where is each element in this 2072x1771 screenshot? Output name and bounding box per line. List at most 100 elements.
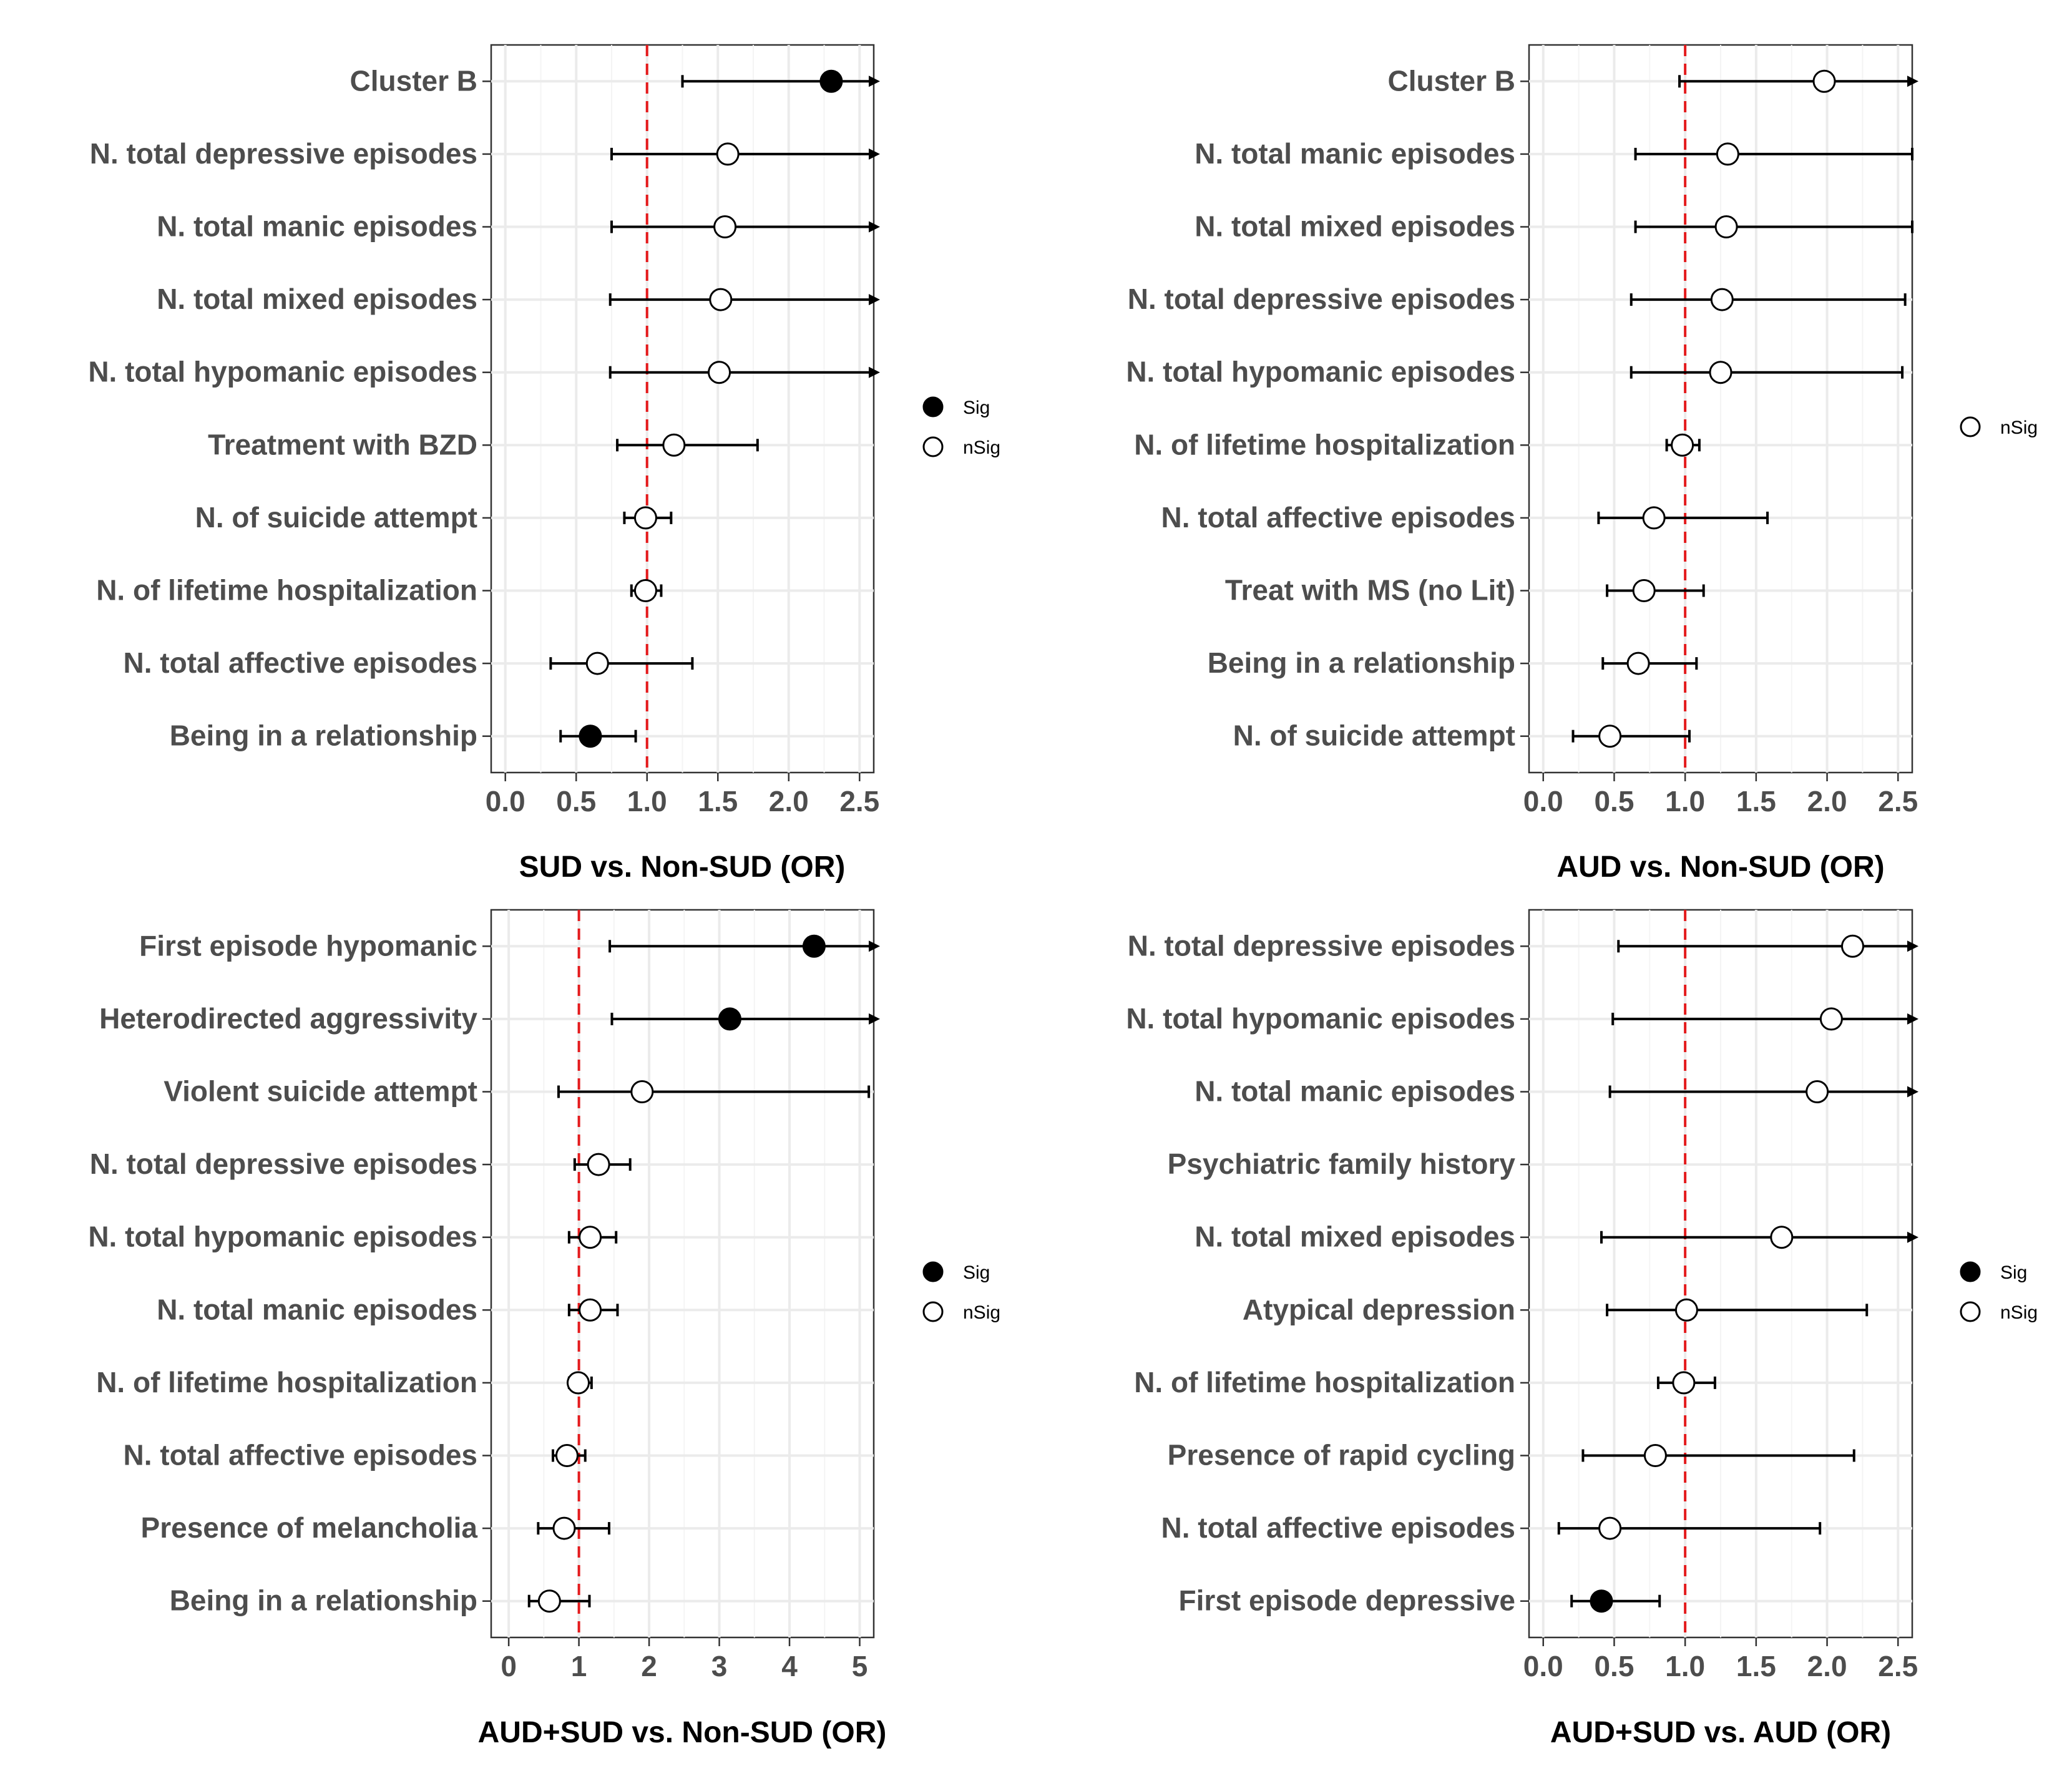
point-sig <box>579 724 602 748</box>
ci-arrow <box>1907 1231 1918 1243</box>
ci-arrow <box>1907 76 1918 87</box>
row-label: Being in a relationship <box>1208 646 1515 679</box>
row-label: First episode depressive <box>1179 1584 1515 1617</box>
x-tick-label: 2.0 <box>1807 785 1847 817</box>
row-label: Violent suicide attempt <box>164 1075 477 1108</box>
legend-key-nsig <box>1960 416 1981 437</box>
x-axis-title: AUD vs. Non-SUD (OR) <box>1556 851 1884 884</box>
row-label: N. total depressive episodes <box>1128 929 1515 962</box>
point-nsig <box>1710 288 1734 311</box>
point-nsig <box>1840 934 1864 958</box>
row-label: Treat with MS (no Lit) <box>1225 574 1515 607</box>
legend-label-sig: Sig <box>963 398 990 418</box>
x-tick-label: 2.5 <box>1878 1650 1918 1682</box>
ci-arrow <box>869 294 880 306</box>
row-label: N. total manic episodes <box>1195 137 1515 170</box>
forest-panel-3: First episode hypomanic Heterodirected ag… <box>88 909 1000 1749</box>
ci-arrow <box>869 1013 880 1025</box>
x-tick-label: 0.0 <box>1523 1650 1563 1682</box>
plot-area <box>490 909 875 1639</box>
row-label: N. total depressive episodes <box>90 137 477 170</box>
point-nsig <box>1812 69 1836 93</box>
row-label: N. total hypomanic episodes <box>88 1221 477 1253</box>
row-label: N. total depressive episodes <box>90 1148 477 1180</box>
forest-panel-4: N. total depressive episodes N. total hyp… <box>1126 909 2038 1749</box>
point-nsig <box>633 579 657 602</box>
row-label: Atypical depression <box>1243 1293 1515 1325</box>
x-tick-label: 0.0 <box>1523 785 1563 817</box>
row-label: N. total depressive episodes <box>1128 283 1515 315</box>
x-tick-label: 0.5 <box>556 785 596 817</box>
legend-label-nsig: nSig <box>2000 417 2038 438</box>
row-label: Cluster B <box>1388 64 1515 97</box>
point-nsig <box>708 361 731 384</box>
x-tick-label: 3 <box>711 1650 728 1682</box>
x-tick-label: 0.0 <box>486 785 525 817</box>
row-label: N. total affective episodes <box>124 646 478 679</box>
row-label: N. total manic episodes <box>157 1293 477 1325</box>
point-nsig <box>1642 506 1666 530</box>
ci-arrow <box>869 76 880 87</box>
x-tick-label: 0.5 <box>1594 1650 1634 1682</box>
row-label: N. total hypomanic episodes <box>88 356 477 388</box>
x-tick-label: 1.5 <box>1736 1650 1776 1682</box>
x-tick-label: 0.5 <box>1594 785 1634 817</box>
legend-label-nsig: nSig <box>963 437 1000 458</box>
point-nsig <box>585 651 609 675</box>
point-nsig <box>579 1298 602 1322</box>
row-label: N. total manic episodes <box>1195 1075 1515 1108</box>
row-label: Heterodirected aggressivity <box>99 1002 477 1035</box>
row-label: N. total affective episodes <box>124 1439 478 1471</box>
x-tick-label: 5 <box>852 1650 868 1682</box>
ci-arrow <box>869 940 880 952</box>
point-nsig <box>552 1516 576 1540</box>
ci-arrow <box>869 366 880 378</box>
row-label: N. of lifetime hospitalization <box>96 1366 477 1398</box>
ci-arrow <box>1907 940 1918 952</box>
point-nsig <box>709 288 733 311</box>
point-nsig <box>566 1371 590 1395</box>
point-nsig <box>1709 361 1732 384</box>
row-label: N. total manic episodes <box>157 210 477 243</box>
row-label: N. total mixed episodes <box>157 283 477 315</box>
x-tick-label: 4 <box>781 1650 798 1682</box>
x-tick-label: 1.5 <box>1736 785 1776 817</box>
point-sig <box>819 69 843 93</box>
point-nsig <box>555 1444 579 1467</box>
x-tick-label: 1.5 <box>698 785 738 817</box>
row-label: Psychiatric family history <box>1168 1148 1516 1180</box>
legend: Sig nSig <box>1960 1261 2038 1323</box>
point-nsig <box>630 1080 654 1103</box>
point-nsig <box>1672 1371 1696 1395</box>
point-nsig <box>633 506 657 530</box>
row-label: First episode hypomanic <box>139 929 477 962</box>
point-nsig <box>1674 1298 1698 1322</box>
x-tick-label: 2.5 <box>1878 785 1918 817</box>
x-tick-label: 0 <box>501 1650 517 1682</box>
legend-key-nsig <box>922 1301 944 1322</box>
legend-label-sig: Sig <box>963 1262 990 1283</box>
point-nsig <box>1598 1516 1622 1540</box>
row-label: N. total affective episodes <box>1161 1511 1516 1544</box>
row-label: N. of lifetime hospitalization <box>1134 428 1515 461</box>
legend: Sig nSig <box>922 396 1000 458</box>
row-label: N. of lifetime hospitalization <box>1134 1366 1515 1398</box>
point-nsig <box>1598 724 1622 748</box>
legend-key-sig <box>922 1261 944 1282</box>
x-axis-title: AUD+SUD vs. AUD (OR) <box>1550 1716 1891 1749</box>
x-axis-title: AUD+SUD vs. Non-SUD (OR) <box>478 1716 887 1749</box>
x-tick-label: 2.0 <box>769 785 809 817</box>
legend: Sig nSig <box>922 1261 1000 1323</box>
x-tick-label: 2 <box>641 1650 657 1682</box>
point-nsig <box>1770 1226 1794 1249</box>
row-label: N. total mixed episodes <box>1195 210 1515 243</box>
ci-arrow <box>1907 1013 1918 1025</box>
row-label: N. total affective episodes <box>1161 501 1516 534</box>
row-label: Being in a relationship <box>170 720 477 752</box>
row-label: Presence of melancholia <box>141 1511 478 1544</box>
point-nsig <box>1716 142 1739 166</box>
legend: nSig <box>1960 416 2038 438</box>
legend-key-nsig <box>922 436 944 457</box>
